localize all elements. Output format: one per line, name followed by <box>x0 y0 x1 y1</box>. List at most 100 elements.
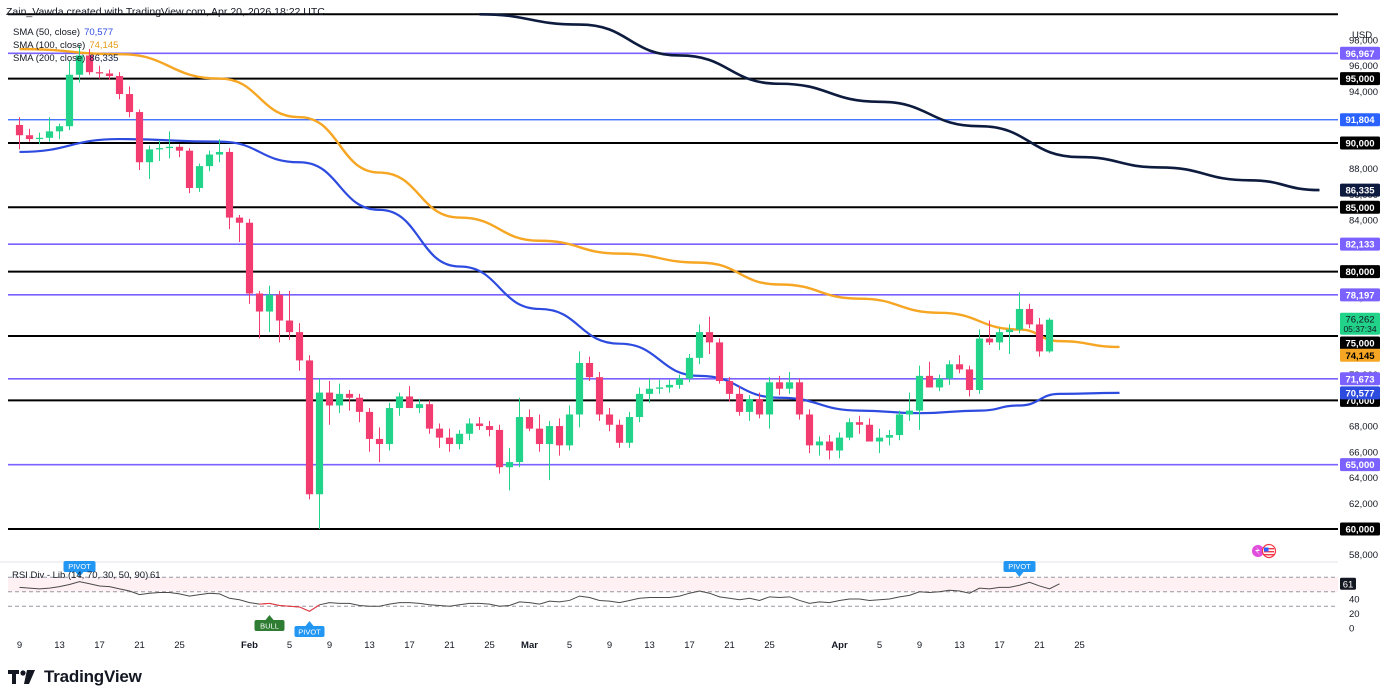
level-tag: 80,000 <box>1340 265 1380 279</box>
marker-pointer <box>75 572 84 577</box>
candle-body <box>725 381 734 394</box>
candle-body <box>335 393 344 406</box>
news-icons[interactable] <box>1252 543 1277 559</box>
candle-body <box>655 387 664 389</box>
candle-body <box>165 146 174 149</box>
marker-badge <box>254 620 285 631</box>
candle-body <box>895 414 904 436</box>
x-tick-label: 17 <box>94 640 105 651</box>
level-tag: 82,133 <box>1340 237 1380 251</box>
tag-box <box>1340 265 1380 279</box>
x-tick-label: 9 <box>17 640 22 651</box>
candle-body <box>805 414 814 446</box>
tag-label: 85,000 <box>1345 203 1374 214</box>
indicator-legend: SMA (50, close) 70,577 SMA (100, close) 74… <box>6 24 118 64</box>
candle-body <box>235 217 244 223</box>
x-tick-label: 13 <box>954 640 965 651</box>
tag-label: 74,145 <box>1345 351 1375 362</box>
rsi-marker-pivot[interactable]: PIVOT <box>294 621 325 637</box>
candle-body <box>745 399 754 412</box>
candle-body <box>135 112 144 163</box>
level-tag: 96,967 <box>1340 46 1380 60</box>
candle-body <box>255 293 264 312</box>
level-tag: 65,000 <box>1340 458 1380 472</box>
candle-body <box>525 417 534 429</box>
candle-body <box>465 423 474 434</box>
candle-body <box>1045 319 1054 352</box>
legend-sma50[interactable]: SMA (50, close) 70,577 <box>13 27 113 38</box>
rsi-marker-pivot[interactable]: PIVOT <box>1003 561 1036 577</box>
y-tick-label: 88,000 <box>1349 164 1378 175</box>
x-tick-label: 5 <box>287 640 292 651</box>
rsi-legend-label[interactable]: RSI Div - Lib (14, 70, 30, 50, 90) <box>12 570 148 581</box>
rsi-legend-value: 61 <box>150 570 161 581</box>
rsi-tick-label: 0 <box>1349 624 1354 635</box>
tag-box <box>1340 113 1380 127</box>
footer-branding[interactable]: TradingView <box>8 664 142 690</box>
candle-body <box>305 360 314 495</box>
tag-label: 91,804 <box>1345 115 1375 126</box>
candle-body <box>675 378 684 385</box>
tag-box <box>1340 200 1380 214</box>
candle-body <box>115 76 124 95</box>
last-price-label: 76,262 <box>1345 315 1374 326</box>
x-tick-label: 13 <box>54 640 65 651</box>
x-tick-label: 21 <box>134 640 145 651</box>
sma200-line <box>479 12 1320 192</box>
candle-body <box>1015 308 1024 330</box>
candle-body <box>885 435 894 438</box>
legend-sma100[interactable]: SMA (100, close) 74,145 <box>13 40 118 51</box>
sma-tag: 86,335 <box>1340 183 1380 197</box>
level-tag: 71,673 <box>1340 372 1380 386</box>
candle-body <box>585 362 594 378</box>
candle-body <box>515 417 524 463</box>
candle-body <box>105 73 114 77</box>
candle-body <box>125 94 134 113</box>
tag-label: 65,000 <box>1345 460 1374 471</box>
candle-body <box>945 364 954 379</box>
currency-label: USD <box>1352 30 1372 41</box>
candle-body <box>705 332 714 343</box>
tag-label: 60,000 <box>1345 525 1374 536</box>
candle-body <box>635 393 644 418</box>
level-tag: 90,000 <box>1340 136 1380 150</box>
rsi-marker-pivot[interactable]: PIVOT <box>63 561 96 577</box>
tag-label: 78,197 <box>1345 290 1374 301</box>
x-tick-label: 9 <box>607 640 612 651</box>
tag-label: 70,000 <box>1345 396 1374 407</box>
x-tick-label: 25 <box>1074 640 1085 651</box>
marker-badge <box>63 561 96 572</box>
candle-body <box>765 382 774 415</box>
legend-sma200[interactable]: SMA (200, close) 86,335 <box>13 53 118 64</box>
candle-body <box>975 338 984 391</box>
tag-box <box>1340 372 1380 386</box>
candle-body <box>875 437 884 442</box>
sma50-line <box>19 137 1120 415</box>
rsi-band <box>8 577 1338 592</box>
candle-body <box>65 74 74 127</box>
marker-pointer <box>305 621 314 626</box>
x-tick-label: 17 <box>994 640 1005 651</box>
level-tag: 85,000 <box>1340 200 1380 214</box>
candle-body <box>35 137 44 140</box>
candle-body <box>205 154 214 167</box>
candle-body <box>455 433 464 445</box>
tag-label: 75,000 <box>1345 339 1374 350</box>
level-tag: 78,197 <box>1340 288 1380 302</box>
credit-text: Zain_Vawda created with TradingView.com,… <box>6 6 325 18</box>
rsi-marker-bull[interactable]: BULL <box>254 615 285 631</box>
x-tick-label: 5 <box>567 640 572 651</box>
candle-body <box>555 426 564 446</box>
candle-body <box>55 126 64 132</box>
candle-body <box>575 362 584 415</box>
candle-body <box>735 393 744 412</box>
tag-box <box>1340 577 1356 590</box>
candle-body <box>385 408 394 445</box>
candle-body <box>995 332 1004 343</box>
marker-pointer <box>1015 572 1024 577</box>
candle-body <box>265 294 274 312</box>
marker-badge <box>294 626 325 637</box>
tradingview-brand: TradingView <box>44 667 142 686</box>
